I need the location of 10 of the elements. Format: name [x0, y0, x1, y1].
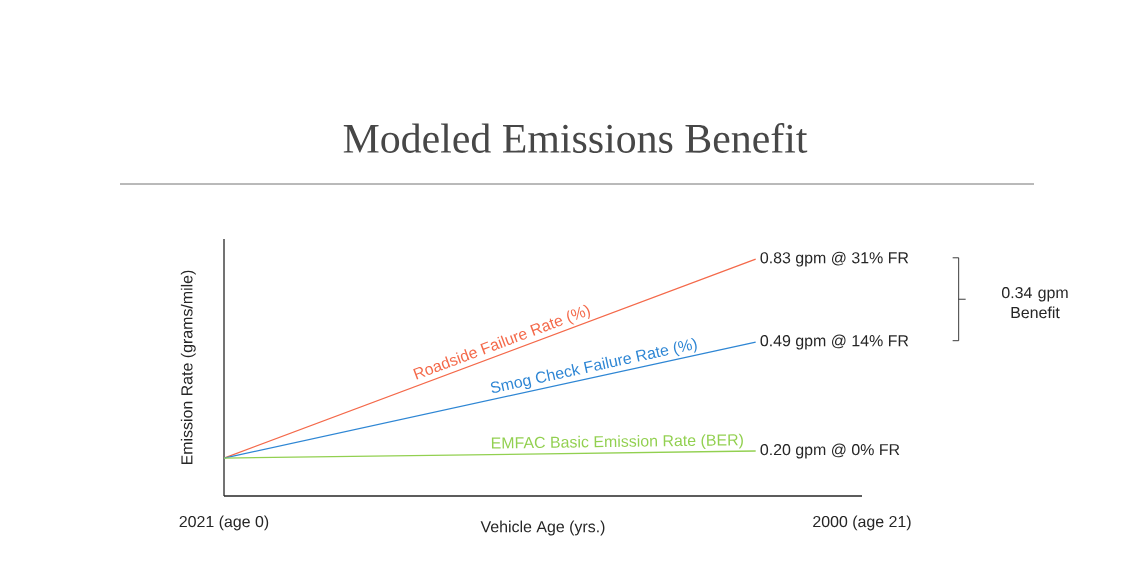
annotation: 0.20 gpm @ 0% FR	[760, 443, 900, 459]
annotation: 0.83 gpm @ 31% FR	[760, 251, 909, 267]
text: 0.34 gpm Benefit	[1001, 286, 1068, 319]
series-label: EMFAC Basic Emission Rate (BER)	[491, 433, 743, 450]
x-tick-label: 2000 (age 21)	[813, 515, 911, 531]
chart-title: Modeled Emissions Benefit	[343, 123, 808, 153]
x-axis-title: Vehicle Age (yrs.)	[480, 520, 605, 536]
x-tick-label: 2021 (age 0)	[179, 515, 269, 531]
annotation: 0.49 gpm @ 14% FR	[760, 334, 909, 350]
y-axis-title: Emission Rate (grams/mile)	[180, 270, 196, 465]
